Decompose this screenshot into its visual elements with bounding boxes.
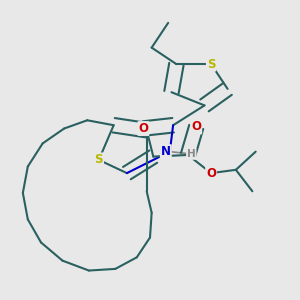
Text: S: S [94,153,103,167]
Text: H: H [187,149,196,159]
Text: S: S [207,58,215,70]
Text: O: O [138,122,148,135]
Text: O: O [191,120,201,134]
Text: N: N [161,145,171,158]
Text: O: O [206,167,216,180]
